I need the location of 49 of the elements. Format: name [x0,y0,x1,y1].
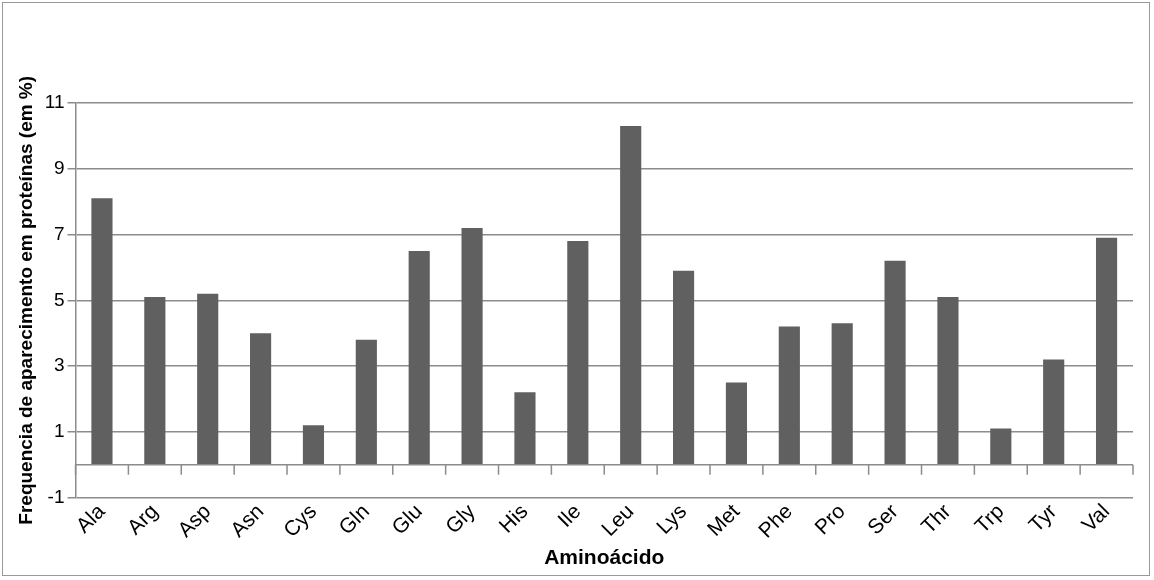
x-tick-label: Pro [809,499,850,539]
x-tick-label: Lys [651,499,691,538]
bar [620,126,642,465]
x-axis-title: Aminoácido [544,545,665,569]
bar [990,428,1012,465]
x-tick-label: Ser [862,499,902,539]
bar [408,250,430,465]
bar [778,326,800,465]
x-tick-label: Tyr [1023,499,1061,537]
y-tick-label: 7 [53,222,65,244]
bar [831,323,853,465]
bar [884,260,906,465]
x-tick-label: His [494,499,532,537]
y-tick-label: 11 [44,91,65,113]
x-tick-label: Asp [172,499,215,541]
x-tick-label: Gln [333,499,374,539]
x-tick-label: Gly [440,498,480,538]
x-tick-label: Val [1076,499,1114,536]
y-tick-label: 1 [53,420,65,442]
bar [461,227,483,465]
x-tick-label: Phe [753,499,797,542]
x-tick-label: Arg [122,499,162,539]
bar [302,425,325,465]
x-tick-label: Ala [71,498,110,537]
x-tick-label: Trp [969,499,1008,538]
x-tick-label: Cys [278,499,321,541]
x-tick-label: Leu [596,499,638,541]
x-tick-label: Thr [916,499,955,538]
bar [1043,359,1065,465]
bar [1095,237,1118,465]
y-tick-label: 3 [53,354,65,376]
bar [197,293,219,465]
bar [514,392,536,465]
bar [673,270,695,465]
y-tick-label: 5 [53,288,65,310]
bar [91,198,113,465]
bar [355,339,377,465]
y-axis-title: Frequencia de aparecimento em proteínas (em %) [14,75,36,525]
bar [725,382,748,465]
x-tick-label: Glu [386,499,427,539]
x-tick-label: Met [702,499,744,541]
bar [144,296,166,465]
y-tick-label: -1 [47,485,65,507]
x-tick-label: Ile [552,499,585,532]
x-tick-label: Asn [225,499,268,541]
bar [937,296,959,465]
bar [250,333,272,465]
y-tick-label: 9 [53,156,65,178]
bar [567,241,589,465]
